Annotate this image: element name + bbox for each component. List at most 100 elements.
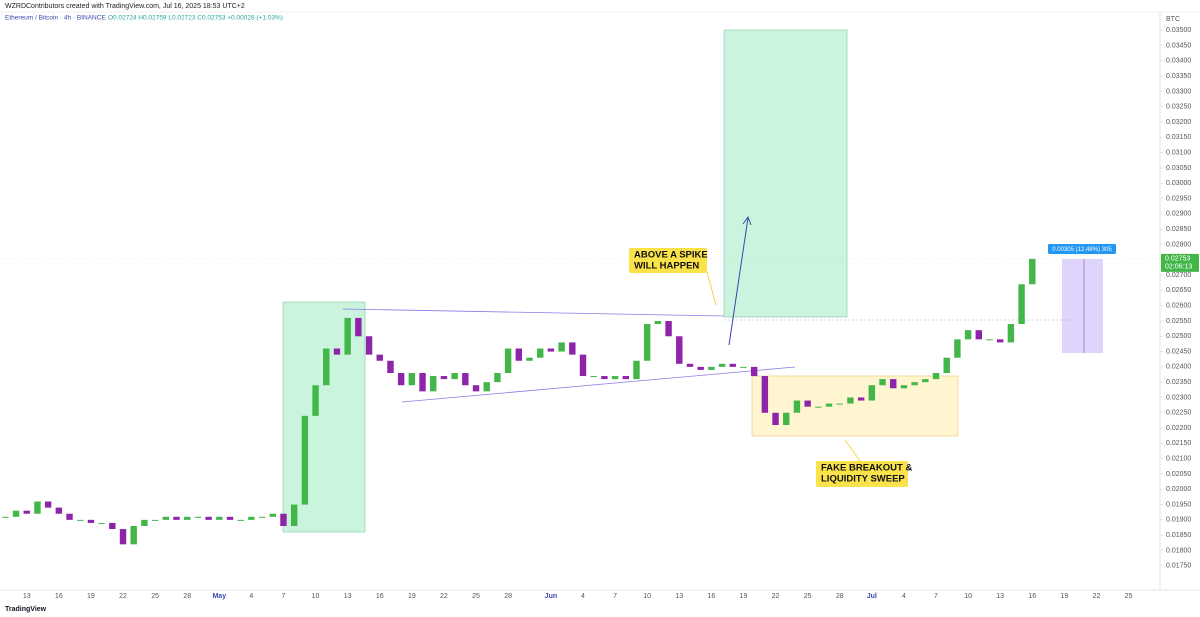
candle [622, 376, 629, 380]
y-tick-label: 0.01900 [1166, 517, 1191, 524]
candle [890, 379, 897, 389]
candle [301, 415, 309, 505]
candle [761, 376, 769, 413]
candle [847, 397, 854, 404]
credit: WZRDContributors created with TradingVie… [5, 3, 245, 10]
y-tick-label: 0.02800 [1166, 241, 1191, 248]
candle [151, 519, 159, 521]
x-tick-label: 4 [581, 593, 585, 600]
callout-box [816, 461, 908, 487]
x-tick-label: 19 [408, 593, 416, 600]
candle [783, 412, 790, 426]
x-tick-label: 7 [613, 593, 617, 600]
x-tick-label: 28 [504, 593, 512, 600]
candle [55, 507, 63, 514]
candle [740, 366, 747, 368]
callout-pointer [844, 439, 861, 462]
candle [964, 330, 972, 340]
y-tick-label: 0.02400 [1166, 364, 1191, 371]
candle [569, 342, 576, 355]
candle [558, 342, 565, 352]
candle [804, 400, 811, 407]
candle [676, 336, 683, 364]
x-tick-label: 19 [1060, 593, 1068, 600]
y-tick-label: 0.02500 [1166, 333, 1191, 340]
candle [462, 372, 469, 386]
x-tick-label: 25 [1125, 593, 1133, 600]
price-tag [1161, 253, 1199, 272]
y-tick-label: 0.02700 [1166, 272, 1191, 279]
candle [750, 366, 758, 377]
candle [932, 372, 940, 380]
y-tick-label: 0.03150 [1166, 134, 1191, 141]
candle [954, 339, 961, 358]
x-tick-label: 28 [183, 593, 191, 600]
candle [237, 519, 244, 521]
x-tick-label: 25 [804, 593, 812, 600]
candle [975, 330, 983, 340]
x-tick-label: 10 [964, 593, 972, 600]
x-tick-label: 28 [836, 593, 844, 600]
x-tick-label: 16 [55, 593, 63, 600]
y-tick-label: 0.02050 [1166, 471, 1191, 478]
callout-text: ABOVE A SPIKE [634, 250, 708, 261]
candle [109, 522, 116, 530]
symbol: Ethereum / Bitcoin · 4h · BINANCE [5, 15, 106, 22]
y-tick-label: 0.03050 [1166, 165, 1191, 172]
y-tick-label: 0.02550 [1166, 318, 1191, 325]
x-tick-label: Jul [867, 593, 877, 600]
y-tick-label: 0.02900 [1166, 211, 1191, 218]
candle [1029, 258, 1036, 285]
arrow [728, 217, 749, 346]
candle [119, 529, 127, 545]
candle [472, 385, 480, 392]
candle [697, 366, 704, 370]
x-tick-label: May [212, 593, 226, 600]
x-tick-label: 19 [740, 593, 748, 600]
candle [355, 317, 362, 337]
arrow-head [742, 215, 752, 226]
x-tick-label: 16 [1028, 593, 1036, 600]
callout-text: LIQUIDITY SWEEP [821, 474, 905, 485]
candle [494, 372, 501, 383]
candle [537, 348, 544, 358]
candle [793, 400, 801, 413]
candle [922, 379, 929, 383]
x-tick-label: 25 [151, 593, 159, 600]
x-tick-label: 7 [934, 593, 938, 600]
candle [643, 324, 651, 361]
candle [216, 516, 223, 520]
candle [1018, 284, 1025, 325]
candle [601, 376, 608, 380]
candle [451, 372, 458, 380]
y-tick-label: 0.03300 [1166, 88, 1191, 95]
y-tick-label: 0.02200 [1166, 425, 1191, 432]
currency: BTC [1166, 16, 1180, 23]
candle [857, 397, 865, 401]
candle [900, 385, 908, 389]
y-tick-label: 0.02850 [1166, 226, 1191, 233]
candle [130, 525, 137, 545]
candle [526, 357, 533, 361]
x-tick-label: 4 [249, 593, 253, 600]
candle [611, 376, 619, 380]
x-tick-label: Jun [545, 593, 557, 600]
y-tick-label: 0.03500 [1166, 27, 1191, 34]
candle [483, 382, 490, 392]
candle [825, 403, 833, 407]
candle [419, 372, 426, 392]
x-tick-label: 13 [23, 593, 31, 600]
candle [996, 339, 1004, 343]
x-tick-label: 25 [472, 593, 480, 600]
measure-label-box [1048, 244, 1116, 254]
candle [879, 379, 886, 386]
candle [98, 522, 105, 524]
x-tick-label: 13 [344, 593, 352, 600]
candle [77, 519, 84, 521]
candle [654, 320, 662, 325]
candle [344, 317, 351, 355]
callout-pointer [706, 271, 717, 306]
y-tick-label: 0.02300 [1166, 394, 1191, 401]
x-tick-label: 13 [996, 593, 1004, 600]
x-tick-label: 7 [282, 593, 286, 600]
